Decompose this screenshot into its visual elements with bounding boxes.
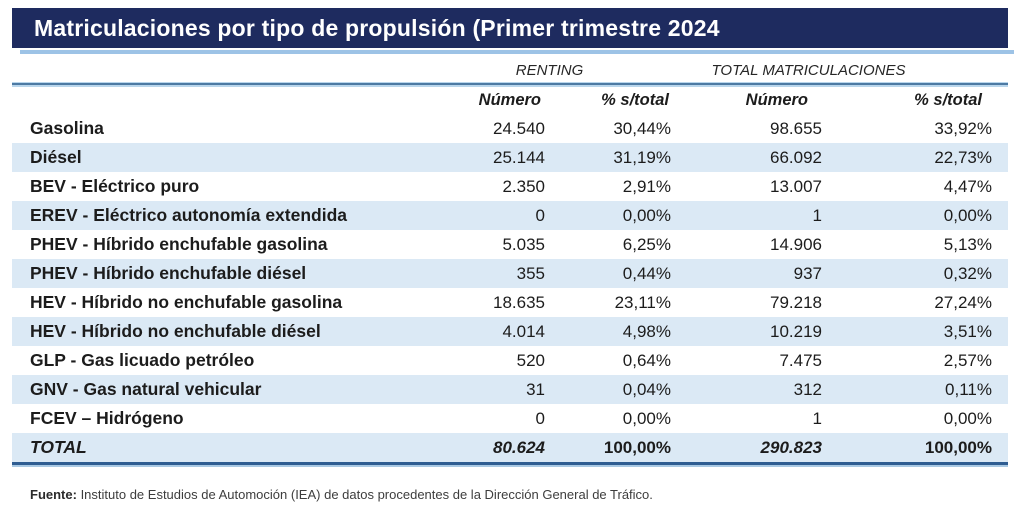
column-header-total-pct: % s/total [914,91,982,109]
row-label: TOTAL [12,433,430,462]
cell-value: 27,24% [934,292,992,312]
table-bottom-border [12,462,1008,467]
cell-value: 0 [535,408,545,428]
cell-value: 98.655 [770,118,822,138]
cell-value: 30,44% [613,118,671,138]
row-label: FCEV – Hidrógeno [30,408,184,428]
cell-value: 290.823 [679,433,830,462]
source-text: Instituto de Estudios de Automoción (IEA… [76,487,653,502]
cell-value: 0,00% [622,408,671,428]
cell-value: 7.475 [779,350,822,370]
cell-value: 0,11% [830,375,1008,404]
table-row: PHEV - Híbrido enchufable diésel 355 0,44%… [12,259,1008,288]
cell-value: 31 [430,375,553,404]
cell-value: 2,91% [622,176,671,196]
column-header-row: Número % s/total Número % s/total [12,87,1008,114]
column-header-total-numero: Número [745,91,808,109]
cell-value: 0,00% [943,408,992,428]
cell-value: 79.218 [770,292,822,312]
row-label: Diésel [12,143,430,172]
cell-value: 100,00% [553,433,679,462]
cell-value: 5,13% [943,234,992,254]
cell-value: 3,51% [830,317,1008,346]
cell-value: 0,04% [553,375,679,404]
table-row: Gasolina 24.540 30,44% 98.655 33,92% [12,114,1008,143]
row-label: GNV - Gas natural vehicular [12,375,430,404]
cell-value: 5.035 [502,234,545,254]
cell-value: 4.014 [430,317,553,346]
column-group-row: RENTING TOTAL MATRICULACIONES [12,58,1008,82]
cell-value: 355 [430,259,553,288]
column-header-renting-numero: Número [478,91,541,109]
row-label: EREV - Eléctrico autonomía extendida [12,201,430,230]
cell-value: 25.144 [430,143,553,172]
table-row: Diésel 25.144 31,19% 66.092 22,73% [12,143,1008,172]
registrations-table: RENTING TOTAL MATRICULACIONES Número % s… [12,58,1008,462]
cell-value: 937 [679,259,830,288]
cell-value: 1 [679,201,830,230]
row-label: BEV - Eléctrico puro [30,176,200,196]
cell-value: 2,57% [943,350,992,370]
table-row: HEV - Híbrido no enchufable gasolina 18.6… [12,288,1008,317]
total-row: TOTAL 80.624 100,00% 290.823 100,00% [12,433,1008,462]
table-row: EREV - Eléctrico autonomía extendida 0 0,0… [12,201,1008,230]
table-row: HEV - Híbrido no enchufable diésel 4.014 4… [12,317,1008,346]
cell-value: 0,00% [553,201,679,230]
group-divider-line [12,82,1008,87]
cell-value: 4,98% [553,317,679,346]
cell-value: 66.092 [679,143,830,172]
cell-value: 1 [812,408,822,428]
row-label: PHEV - Híbrido enchufable gasolina [30,234,328,254]
table-row: GNV - Gas natural vehicular 31 0,04% 312 0,1… [12,375,1008,404]
cell-value: 10.219 [679,317,830,346]
cell-value: 80.624 [430,433,553,462]
cell-value: 18.635 [493,292,545,312]
registrations-table-wrap: RENTING TOTAL MATRICULACIONES Número % s… [12,58,1008,462]
column-header-label [12,87,430,114]
banner-shadow-line [20,50,1014,54]
row-label: GLP - Gas licuado petróleo [30,350,255,370]
row-label: HEV - Híbrido no enchufable gasolina [30,292,343,312]
cell-value: 520 [516,350,545,370]
row-label: PHEV - Híbrido enchufable diésel [12,259,430,288]
cell-value: 0,32% [830,259,1008,288]
cell-value: 100,00% [830,433,1008,462]
cell-value: 23,11% [614,292,671,312]
cell-value: 31,19% [553,143,679,172]
page-title: Matriculaciones por tipo de propulsión (… [12,8,1008,48]
column-header-renting-pct: % s/total [601,91,669,109]
cell-value: 312 [679,375,830,404]
table-body: Gasolina 24.540 30,44% 98.655 33,92% Diésel 25… [12,114,1008,462]
group-spacer [12,58,430,82]
cell-value: 14.906 [770,234,822,254]
group-header-renting: RENTING [515,61,584,79]
source-label: Fuente: [30,487,77,502]
cell-value: 33,92% [934,118,992,138]
row-label: HEV - Híbrido no enchufable diésel [12,317,430,346]
source-note: Fuente: Instituto de Estudios de Automoc… [30,487,1024,502]
cell-value: 0,64% [622,350,671,370]
group-divider-row [12,82,1008,87]
table-row: FCEV – Hidrógeno 0 0,00% 1 0,00% [12,404,1008,433]
cell-value: 4,47% [943,176,992,196]
cell-value: 13.007 [770,176,822,196]
cell-value: 2.350 [502,176,545,196]
cell-value: 0,44% [553,259,679,288]
group-header-total: TOTAL MATRICULACIONES [711,61,906,79]
cell-value: 0 [430,201,553,230]
table-row: PHEV - Híbrido enchufable gasolina 5.035 6… [12,230,1008,259]
table-row: BEV - Eléctrico puro 2.350 2,91% 13.007 4,47… [12,172,1008,201]
row-label: Gasolina [30,118,104,138]
cell-value: 24.540 [493,118,545,138]
cell-value: 0,00% [830,201,1008,230]
table-row: GLP - Gas licuado petróleo 520 0,64% 7.475 2… [12,346,1008,375]
cell-value: 22,73% [830,143,1008,172]
cell-value: 6,25% [622,234,671,254]
